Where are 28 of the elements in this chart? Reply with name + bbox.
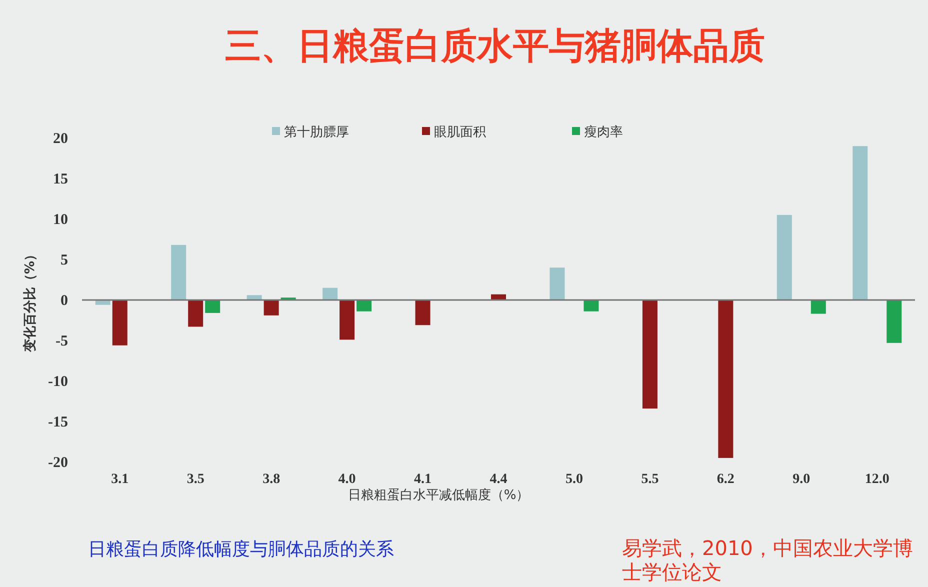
- x-tick-label: 3.1: [111, 472, 129, 487]
- y-tick-label: 10: [53, 212, 68, 228]
- legend-label: 第十肋膘厚: [284, 125, 349, 140]
- x-tick-label: 4.0: [338, 472, 356, 487]
- legend-label: 眼肌面积: [434, 125, 486, 140]
- x-tick-label: 12.0: [864, 472, 890, 487]
- x-tick-label: 5.5: [641, 472, 659, 487]
- x-tick-label: 5.0: [565, 472, 583, 487]
- x-tick-label: 9.0: [792, 472, 810, 487]
- y-tick-label: 0: [60, 293, 68, 309]
- title: 三、日粮蛋白质水平与猪胴体品质: [225, 26, 765, 67]
- y-axis-title: 变化百分比（%）: [22, 248, 38, 354]
- x-tick-label: 3.8: [262, 472, 280, 487]
- legend-label: 瘦肉率: [584, 124, 623, 140]
- y-tick-label: 5: [60, 252, 68, 268]
- y-tick-label: 20: [53, 131, 68, 147]
- text: 日粮蛋白质降低幅度与胴体品质的关系: [88, 539, 394, 560]
- y-tick-label: 15: [53, 172, 68, 188]
- text: 易学武，2010，中国农业大学博士学位论文: [622, 536, 913, 584]
- y-tick-label: -5: [56, 334, 68, 350]
- y-tick-label: -15: [48, 414, 68, 430]
- y-tick-label: -10: [48, 374, 68, 390]
- x-tick-label: 4.1: [414, 472, 432, 487]
- x-axis-title: 日粮粗蛋白水平减低幅度（%）: [348, 487, 530, 503]
- y-tick-label: -20: [48, 455, 68, 471]
- x-tick-label: 4.4: [490, 472, 508, 487]
- x-tick-label: 6.2: [716, 472, 734, 487]
- x-tick-label: 3.5: [186, 472, 204, 487]
